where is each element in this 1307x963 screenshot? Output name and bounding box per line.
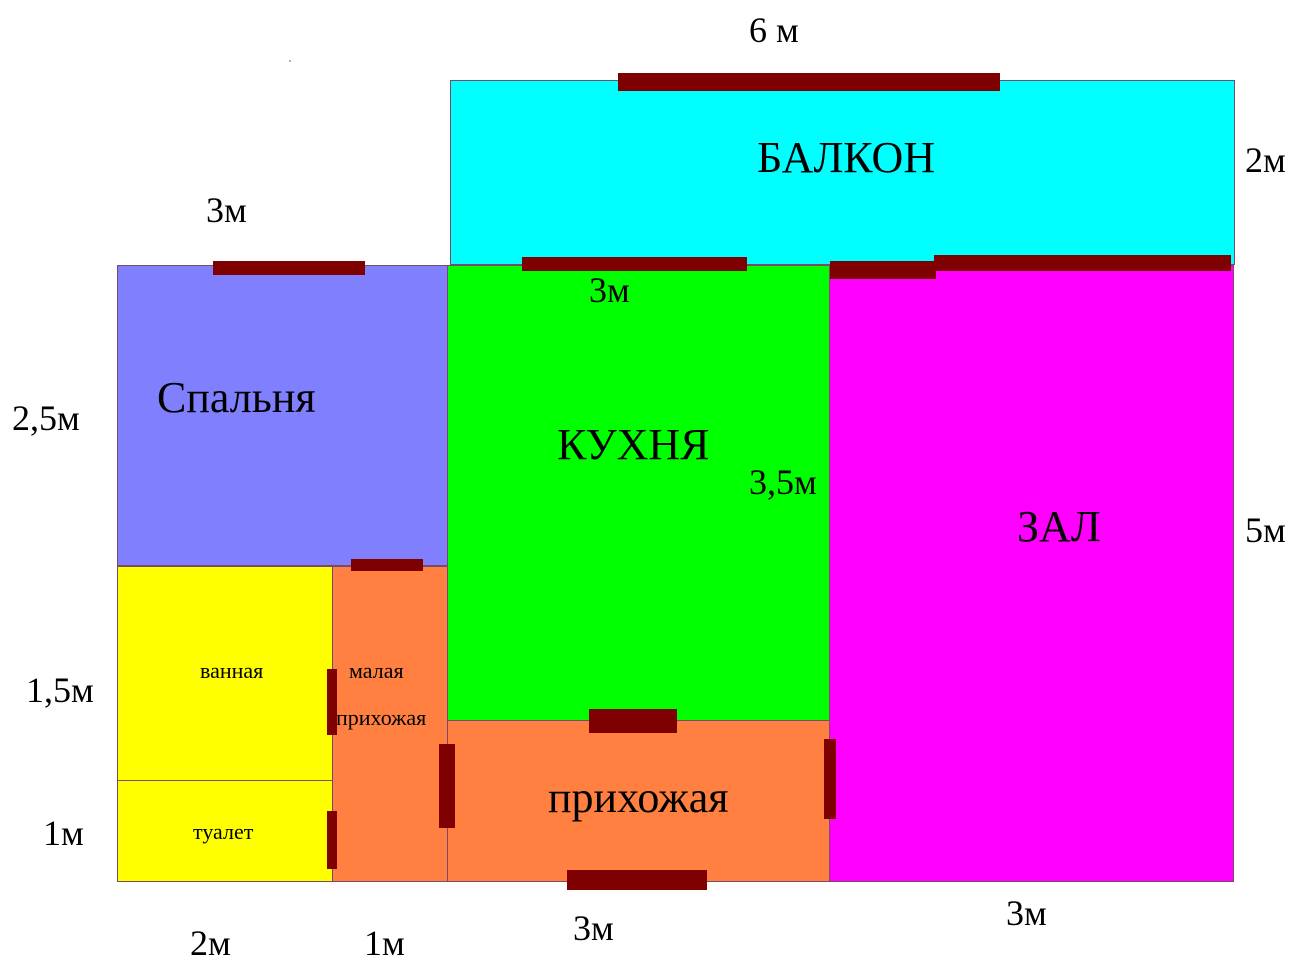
kitchen-balcony-door [522,257,747,271]
hall-width-dimension: 3м [1006,893,1047,933]
hallway-left-door [439,744,455,828]
hall-depth-dimension: 5м [1245,510,1286,550]
bathroom-width-dimension: 2м [190,923,231,963]
bedroom-door [351,559,423,571]
hallway-label: прихожая [548,773,729,822]
bedroom-depth-dimension: 2,5м [12,398,80,438]
hallway-room [447,720,830,882]
balcony-top-window [618,73,1000,91]
bedroom-width-dimension: 3м [206,190,247,230]
hall-balcony-door-right [934,255,1231,271]
entrance-door [567,870,707,890]
hall-balcony-door-left [830,261,936,279]
bathroom-door [327,669,337,735]
bathroom-room [117,566,333,781]
kitchen-label: КУХНЯ [557,420,710,469]
balcony-room [450,80,1235,265]
toilet-depth-dimension: 1м [43,813,84,853]
hall-label: ЗАЛ [1017,502,1101,551]
small-hallway-label-line1: малая [349,658,404,683]
balcony-depth-dimension: 2м [1245,140,1286,180]
bedroom-room [117,265,448,566]
kitchen-depth-dimension: 3,5м [749,462,817,502]
hall-door [824,739,836,819]
kitchen-door [589,709,677,733]
hall-room [829,265,1234,882]
bathroom-label: ванная [200,658,264,683]
small-hallway-width-dimension: 1м [364,923,405,963]
kitchen-width-dimension: 3м [589,270,630,310]
bedroom-top-window [213,261,365,275]
small-hallway-label-line2: прихожая [336,705,427,730]
balcony-label: БАЛКОН [757,133,936,182]
toilet-door [327,811,337,869]
stray-dot [289,60,291,62]
balcony-width-dimension: 6 м [749,10,799,50]
small-hallway-room [332,566,448,882]
bathroom-depth-dimension: 1,5м [26,670,94,710]
toilet-label: туалет [193,819,254,844]
bedroom-label: Спальня [157,373,316,422]
toilet-room [117,780,333,882]
hallway-width-dimension: 3м [573,908,614,948]
